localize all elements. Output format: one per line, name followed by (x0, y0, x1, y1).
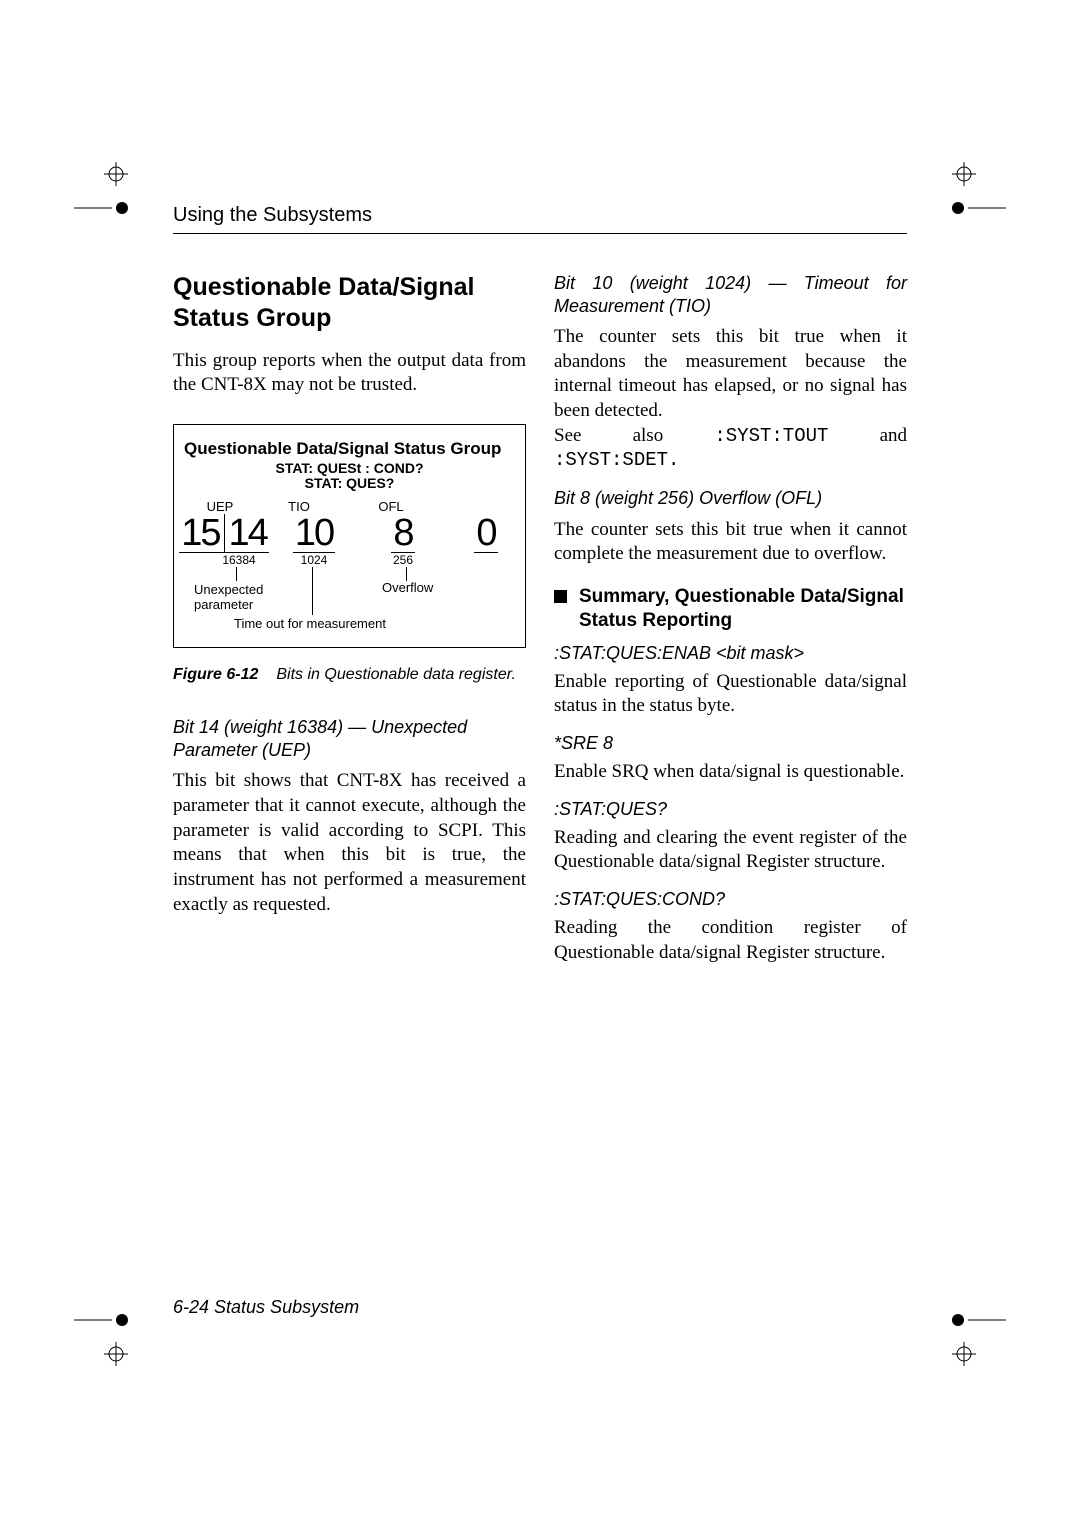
crop-mark-top-right (946, 156, 1006, 216)
header-rule (173, 233, 907, 234)
annot-timeout: Time out for measurement (234, 617, 386, 631)
bit10-heading: Bit 10 (weight 1024) — Timeout for Measu… (554, 272, 907, 317)
bit-15: 15 (179, 514, 221, 552)
left-column: Questionable Data/Signal Status Group Th… (173, 272, 526, 1268)
crop-mark-top-left (74, 156, 134, 216)
cmd-cond: :STAT:QUES:COND? (554, 889, 907, 910)
bit14-paragraph: This bit shows that CNT-8X has received … (173, 769, 526, 917)
cmd-ques: :STAT:QUES? (554, 799, 907, 820)
bit8-paragraph: The counter sets this bit true when it c… (554, 518, 907, 567)
code-syst-sdet: :SYST:SDET. (554, 449, 679, 471)
ques-paragraph: Reading and clearing the event register … (554, 826, 907, 875)
bit-8: 8 (391, 514, 414, 553)
cmd-sre: *SRE 8 (554, 733, 907, 754)
weight-1024: 1024 (282, 553, 346, 567)
figure-caption-text: Bits in Questionable data register. (276, 666, 516, 684)
bit-10: 10 (293, 514, 335, 553)
bit10-seealso-prefix: See also (554, 425, 714, 446)
figure-caption-label: Figure 6-12 (173, 666, 258, 684)
code-syst-tout: :SYST:TOUT (714, 425, 828, 447)
figure-box-title: Questionable Data/Signal Status Group (184, 439, 515, 459)
cond-paragraph: Reading the condition register of Questi… (554, 916, 907, 965)
body: Questionable Data/Signal Status Group Th… (173, 272, 907, 1268)
weight-16384: 16384 (184, 553, 264, 567)
figure-caption: Figure 6-12 Bits in Questionable data re… (173, 666, 526, 684)
bit-0: 0 (474, 514, 497, 553)
figure-cmd-2: STAT: QUES? (184, 475, 515, 491)
summary-heading: Summary, Questionable Data/Signal Status… (554, 585, 907, 633)
figure-annotations: Unexpected parameter Overflow Time out f… (184, 567, 515, 637)
bit10-paragraph-a: The counter sets this bit true when it a… (554, 325, 907, 424)
summary-heading-text: Summary, Questionable Data/Signal Status… (579, 585, 907, 633)
bit-digits-row: 15 14 10 8 0 (184, 514, 515, 553)
figure-box: Questionable Data/Signal Status Group ST… (173, 424, 526, 649)
bit14-heading: Bit 14 (weight 16384) — Unexpected Param… (173, 716, 526, 761)
bit-14: 14 (224, 514, 269, 552)
bit8-heading: Bit 8 (weight 256) Overflow (OFL) (554, 487, 907, 510)
annot-overflow: Overflow (382, 581, 433, 595)
annot-unexpected: Unexpected parameter (194, 583, 263, 612)
page-header: Using the Subsystems (173, 204, 907, 234)
crop-mark-bottom-right (946, 1312, 1006, 1372)
intro-paragraph: This group reports when the output data … (173, 349, 526, 398)
bit10-paragraph-b: See also :SYST:TOUT and :SYST:SDET. (554, 424, 907, 473)
annot-line-1 (236, 567, 237, 581)
square-bullet-icon (554, 590, 567, 603)
section-title: Questionable Data/Signal Status Group (173, 272, 526, 335)
figure-cmd-1: STAT: QUESt : COND? (184, 460, 515, 476)
right-column: Bit 10 (weight 1024) — Timeout for Measu… (554, 272, 907, 1268)
sre-paragraph: Enable SRQ when data/signal is questiona… (554, 760, 907, 785)
cmd-enab: :STAT:QUES:ENAB <bit mask> (554, 643, 907, 664)
bit-weights-row: 16384 1024 256 (184, 553, 515, 567)
header-title: Using the Subsystems (173, 204, 907, 227)
bit10-seealso-mid: and (828, 425, 907, 446)
annot-line-2 (406, 567, 407, 581)
bit-name-ofl: OFL (342, 499, 440, 514)
weight-256: 256 (376, 553, 430, 567)
annot-line-3 (312, 567, 313, 615)
page-footer: 6-24 Status Subsystem (173, 1297, 359, 1318)
enab-paragraph: Enable reporting of Questionable data/si… (554, 670, 907, 719)
page: Using the Subsystems Questionable Data/S… (0, 0, 1080, 1528)
crop-mark-bottom-left (74, 1312, 134, 1372)
